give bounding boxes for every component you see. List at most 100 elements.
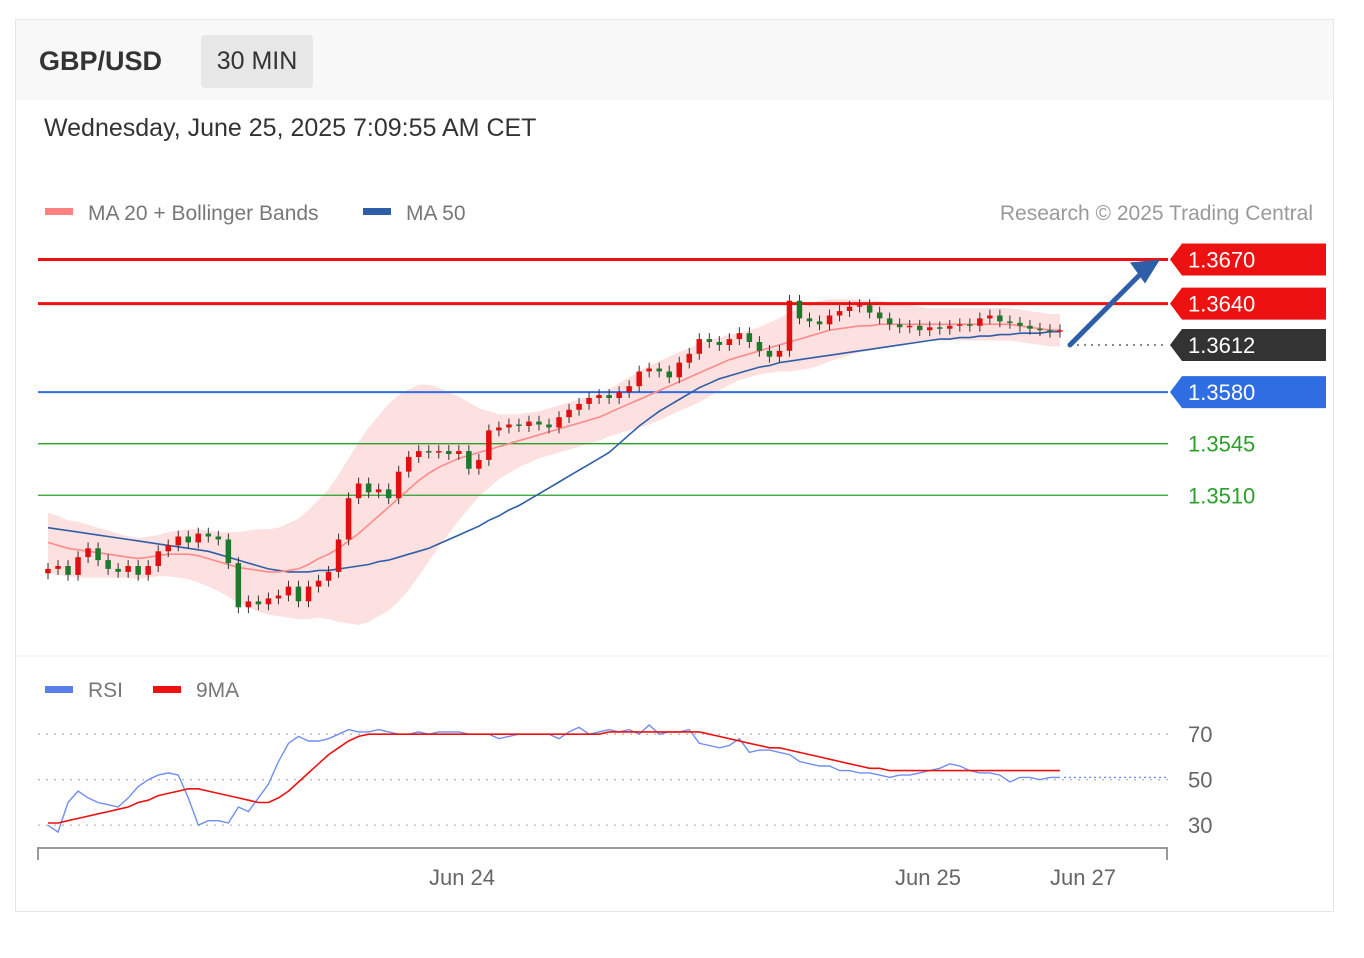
legend-label-ma50: MA 50 <box>406 202 466 225</box>
level-labels: 1.3670 1.3640 1.3612 1.3580 1.3545 1.3510 <box>1170 243 1326 508</box>
candle <box>756 342 763 351</box>
legend-swatch-ma20 <box>45 208 73 215</box>
candle <box>1017 322 1023 326</box>
candle <box>866 305 873 313</box>
candle <box>416 451 422 457</box>
candle <box>726 339 733 345</box>
level-label-1.3612: 1.3612 <box>1188 333 1255 358</box>
candle <box>395 471 402 499</box>
level-label-1.3545: 1.3545 <box>1188 432 1255 457</box>
candle <box>836 311 843 316</box>
x-tick-label-jun25: Jun 25 <box>895 865 961 890</box>
candle <box>125 566 131 572</box>
legend-swatch-rsi <box>45 686 73 693</box>
candle <box>626 386 632 393</box>
candle <box>365 483 372 493</box>
candle <box>426 451 432 453</box>
candle <box>997 315 1003 322</box>
candle <box>556 417 562 428</box>
x-tick-label-jun24: Jun 24 <box>429 865 495 890</box>
candle <box>957 324 963 326</box>
candle <box>275 595 282 599</box>
level-label-1.3640: 1.3640 <box>1188 292 1255 317</box>
rsi-tick-label-70: 70 <box>1188 722 1212 747</box>
level-tag-1.3640 <box>1170 287 1326 320</box>
candle <box>526 421 532 426</box>
rsi-tick-label-50: 50 <box>1188 768 1212 793</box>
legend-label-ma20: MA 20 + Bollinger Bands <box>88 202 319 225</box>
candle <box>466 451 472 469</box>
candle <box>55 566 61 569</box>
candle <box>696 339 702 354</box>
candle <box>987 315 993 319</box>
candle <box>846 306 853 311</box>
candle <box>927 327 933 331</box>
candle <box>1057 330 1063 332</box>
rsi-plot-area: 70 50 30 <box>38 722 1212 838</box>
target-arrow-shaft <box>1067 265 1149 348</box>
candle <box>796 300 803 319</box>
candle <box>977 318 983 326</box>
candle <box>85 548 91 558</box>
bollinger-band <box>48 299 1060 625</box>
candle <box>1027 325 1033 329</box>
time-axis: Jun 24 Jun 25 Jun 27 <box>37 847 1168 890</box>
candle <box>596 395 602 398</box>
candle <box>896 324 903 328</box>
candle <box>145 566 151 575</box>
main-plot-area <box>38 257 1168 625</box>
credit-text: Research © 2025 Trading Central <box>1000 202 1313 225</box>
candle <box>446 451 452 454</box>
candle <box>666 371 672 378</box>
candle <box>75 557 81 575</box>
level-tag-1.3612 <box>1170 328 1326 361</box>
candle <box>566 409 572 418</box>
candle <box>315 580 322 587</box>
candle <box>245 601 252 608</box>
candle <box>375 489 382 493</box>
rsi-legend: RSI 9MA <box>45 679 239 702</box>
candle <box>135 566 141 575</box>
chart-header: GBP/USD 30 MIN <box>16 20 1333 100</box>
candle <box>516 424 522 426</box>
candle <box>205 533 212 537</box>
legend-label-rsi: RSI <box>88 679 123 702</box>
candle <box>355 483 362 499</box>
legend-label-9ma: 9MA <box>196 679 239 702</box>
timeframe-badge[interactable]: 30 MIN <box>201 35 313 88</box>
candle <box>195 533 201 543</box>
candle <box>506 424 512 428</box>
candle <box>325 571 332 581</box>
main-legend: MA 20 + Bollinger Bands MA 50 Research ©… <box>45 202 1313 225</box>
level-label-1.3510: 1.3510 <box>1188 483 1255 508</box>
candle <box>716 342 723 345</box>
candle <box>947 325 953 329</box>
rsi-tick-label-30: 30 <box>1188 813 1212 838</box>
candle <box>786 300 793 351</box>
candle <box>105 560 111 569</box>
candle <box>776 350 783 357</box>
candle <box>115 568 121 572</box>
candle <box>536 421 542 425</box>
legend-swatch-ma50 <box>363 208 391 215</box>
candle <box>476 459 482 469</box>
level-tag-1.3670 <box>1170 243 1326 276</box>
candle <box>65 566 71 575</box>
rsi-line <box>47 724 1060 834</box>
candle <box>185 536 191 543</box>
chart-timestamp: Wednesday, June 25, 2025 7:09:55 AM CET <box>44 114 537 142</box>
candle <box>295 586 302 602</box>
candle <box>636 371 642 387</box>
ma50-line <box>47 330 1060 573</box>
candle <box>165 545 171 552</box>
candle <box>546 424 552 428</box>
target-arrow-head <box>1130 259 1160 284</box>
level-label-1.3580: 1.3580 <box>1188 380 1255 405</box>
candle <box>215 536 222 540</box>
candle <box>886 318 893 325</box>
candle <box>646 368 652 372</box>
candle <box>385 489 392 499</box>
symbol-title: GBP/USD <box>39 46 163 76</box>
time-axis-line <box>37 847 1168 860</box>
candle <box>917 325 923 331</box>
